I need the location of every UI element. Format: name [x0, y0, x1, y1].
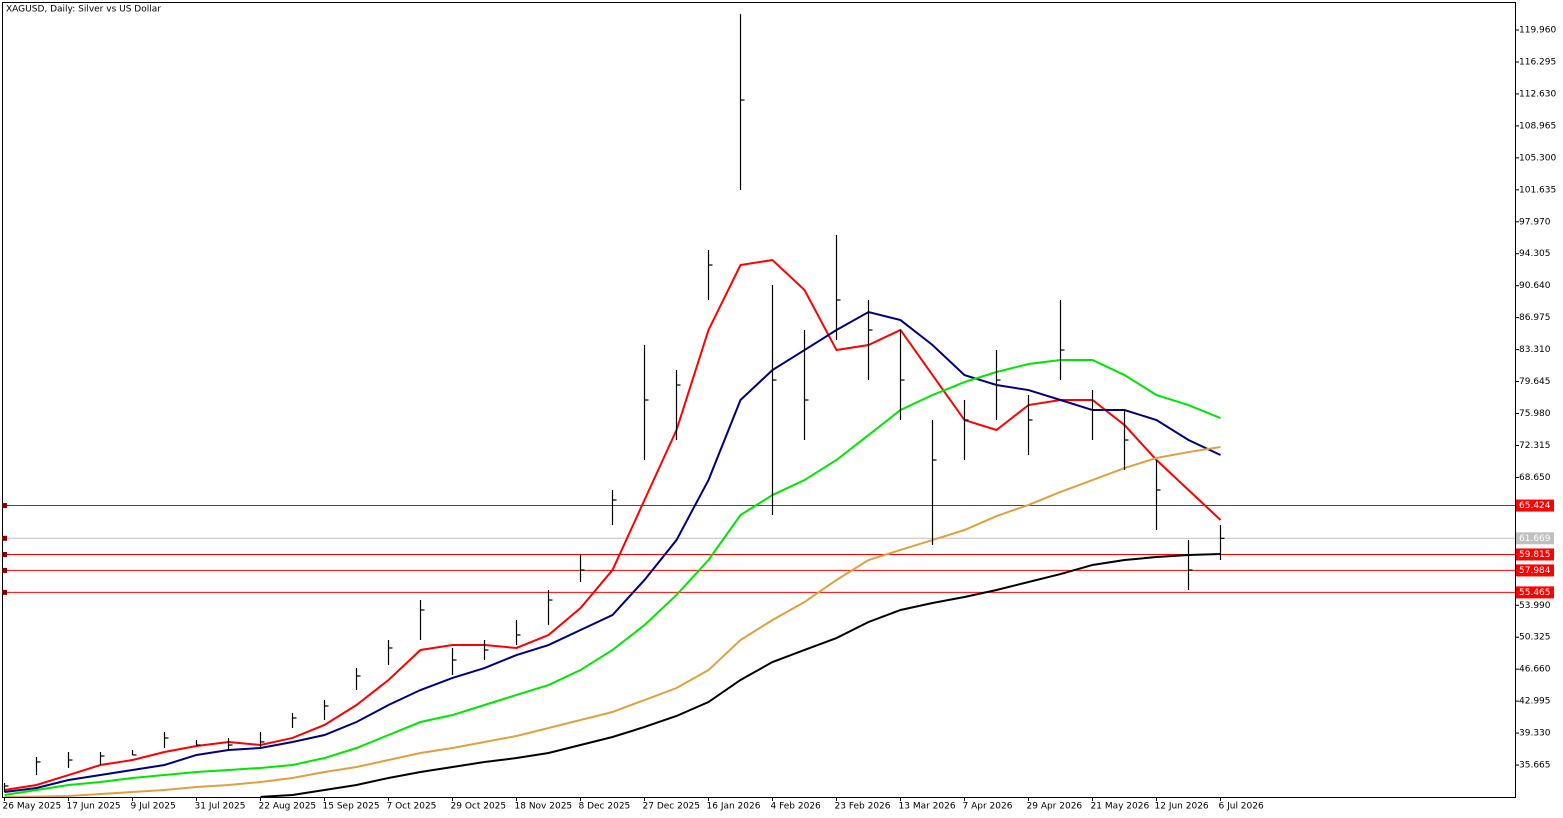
y-tick-label: 35.665	[1519, 761, 1551, 771]
y-tick-label: 39.330	[1519, 729, 1551, 739]
x-tick-label: 17 Jun 2025	[67, 802, 121, 812]
y-tick-label: 83.310	[1519, 345, 1551, 355]
x-tick-label: 27 Dec 2025	[643, 802, 701, 812]
y-tick-label: 50.325	[1519, 633, 1551, 643]
x-tick-label: 18 Nov 2025	[515, 802, 573, 812]
x-tick-label: 12 Jun 2026	[1155, 802, 1209, 812]
y-tick-label: 86.975	[1519, 313, 1551, 323]
level-label-box	[1516, 586, 1554, 599]
level-marker	[2, 589, 7, 595]
moving-average-line	[4, 446, 1221, 797]
y-tick-label: 116.295	[1519, 57, 1556, 67]
y-tick-label: 46.660	[1519, 665, 1551, 675]
y-tick-label: 119.960	[1519, 26, 1556, 36]
x-tick-label: 16 Jan 2026	[707, 802, 761, 812]
level-label-box	[1516, 564, 1554, 577]
moving-average-line	[260, 552, 1221, 797]
y-tick-label: 90.640	[1519, 281, 1551, 291]
y-tick-label: 105.300	[1519, 153, 1556, 163]
y-tick-label: 94.305	[1519, 249, 1551, 259]
x-tick-label: 21 May 2026	[1091, 802, 1150, 812]
y-tick-label: 42.995	[1519, 697, 1551, 707]
level-marker	[2, 567, 7, 573]
x-tick-label: 6 Jul 2026	[1219, 802, 1264, 812]
moving-average-line	[4, 258, 1222, 792]
x-tick-label: 23 Feb 2026	[835, 802, 891, 812]
y-tick-label: 97.970	[1519, 217, 1551, 227]
y-tick-label: 79.645	[1519, 377, 1551, 387]
x-tick-label: 29 Apr 2026	[1027, 802, 1083, 812]
level-label: 65.424	[1519, 501, 1551, 511]
level-label-box	[1516, 499, 1554, 512]
x-tick-label: 29 Oct 2025	[451, 802, 507, 812]
x-tick-label: 9 Jul 2025	[131, 802, 176, 812]
x-tick-label: 8 Dec 2025	[579, 802, 631, 812]
x-tick-label: 22 Aug 2025	[259, 802, 317, 812]
y-tick-label: 108.965	[1519, 121, 1556, 131]
level-label: 57.984	[1519, 566, 1551, 576]
moving-average-line	[4, 358, 1221, 796]
level-marker	[2, 551, 7, 557]
x-tick-label: 4 Feb 2026	[771, 802, 822, 812]
level-label-box	[1516, 532, 1554, 545]
y-tick-label: 75.980	[1519, 409, 1551, 419]
level-label: 55.465	[1519, 588, 1551, 598]
level-label: 59.815	[1519, 550, 1551, 560]
y-tick-label: 68.650	[1519, 473, 1551, 483]
y-tick-label: 112.630	[1519, 89, 1556, 99]
y-tick-label: 101.635	[1519, 185, 1556, 195]
level-label: 61.669	[1519, 534, 1551, 544]
x-tick-label: 26 May 2025	[3, 802, 62, 812]
x-tick-label: 13 Mar 2026	[899, 802, 956, 812]
level-marker	[2, 503, 7, 509]
plot-frame	[2, 2, 1516, 798]
y-tick-label: 53.990	[1519, 601, 1551, 611]
y-tick-label: 72.315	[1519, 441, 1551, 451]
x-tick-label: 7 Oct 2025	[387, 802, 437, 812]
x-tick-label: 7 Apr 2026	[963, 802, 1013, 812]
plot-layer	[3, 14, 1515, 797]
x-tick-label: 15 Sep 2025	[323, 802, 380, 812]
moving-average-line	[4, 310, 1221, 794]
level-label-box	[1516, 548, 1554, 561]
x-tick-label: 31 Jul 2025	[195, 802, 246, 812]
level-marker	[2, 535, 7, 541]
chart-title: XAGUSD, Daily: Silver vs US Dollar	[6, 5, 161, 15]
